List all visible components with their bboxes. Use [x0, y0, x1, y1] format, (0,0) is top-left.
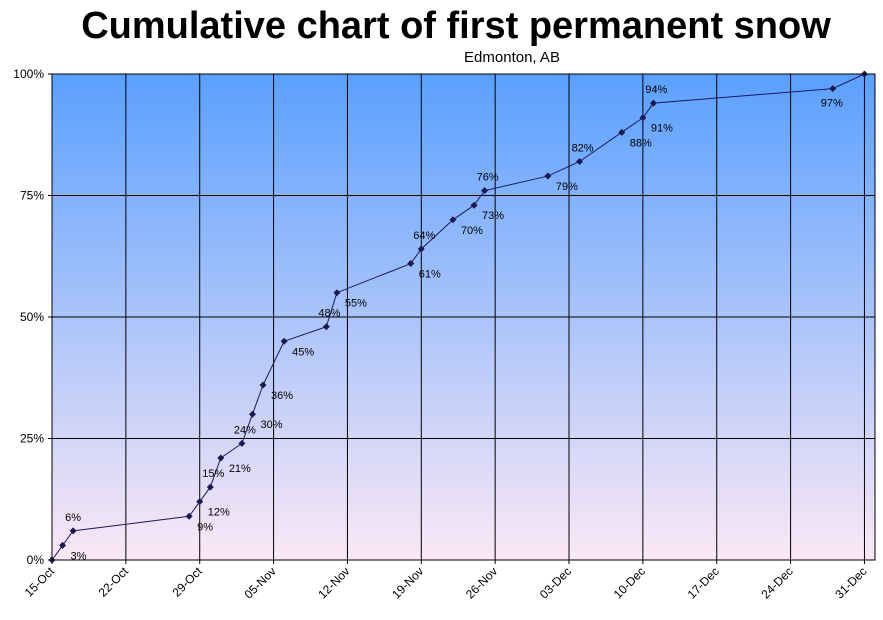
x-tick-label: 22-Oct	[96, 564, 132, 600]
data-point	[259, 381, 267, 389]
data-point	[618, 128, 626, 136]
data-point	[59, 541, 67, 549]
data-point	[196, 498, 204, 506]
data-label: 97%	[821, 98, 843, 110]
data-label: 79%	[556, 181, 578, 193]
data-label: 94%	[645, 84, 667, 96]
plot-border	[51, 73, 876, 561]
y-tick-label: 0%	[27, 553, 45, 567]
data-point	[639, 114, 647, 122]
data-label: 21%	[229, 463, 251, 475]
data-point	[248, 410, 256, 418]
chart-subtitle: Edmonton, AB	[464, 49, 560, 66]
data-point	[322, 323, 330, 331]
data-point	[449, 216, 457, 224]
x-tick-label: 29-Oct	[169, 564, 205, 600]
y-tick-label: 25%	[20, 432, 44, 446]
data-label: 9%	[197, 521, 213, 533]
data-point	[576, 157, 584, 165]
y-tick-label: 100%	[13, 67, 44, 81]
data-label: 64%	[413, 230, 435, 242]
data-label: 61%	[419, 269, 441, 281]
data-label: 70%	[461, 225, 483, 237]
data-label-layer: 3% 6% 9% 12% 15% 21% 24% 30% 36% 45% 48% 55% 61% 64% 7…	[65, 84, 843, 562]
data-label: 88%	[630, 137, 652, 149]
data-point	[238, 439, 246, 447]
data-label: 30%	[260, 419, 282, 431]
data-point	[829, 85, 837, 93]
x-tick-label: 19-Nov	[389, 564, 426, 601]
data-point	[407, 260, 415, 268]
x-axis-ticks: 15-Oct 22-Oct 29-Oct 05-Nov 12-Nov 19-Nov 26-N…	[22, 560, 870, 601]
data-point	[206, 483, 214, 491]
data-point	[280, 337, 288, 345]
data-label: 3%	[71, 550, 87, 562]
x-tick-label: 03-Dec	[537, 564, 574, 601]
data-point	[217, 454, 225, 462]
grid-lines	[51, 73, 875, 561]
data-label: 24%	[234, 424, 256, 436]
x-tick-label: 17-Dec	[685, 564, 722, 601]
data-label: 6%	[65, 512, 81, 524]
data-label: 73%	[482, 210, 504, 222]
data-label: 76%	[477, 172, 499, 184]
x-tick-label: 10-Dec	[611, 564, 648, 601]
data-point	[470, 201, 478, 209]
x-tick-label: 24-Dec	[758, 564, 795, 601]
x-tick-label: 12-Nov	[315, 564, 352, 601]
chart-title: Cumulative chart of first permanent snow	[81, 5, 831, 47]
data-label: 15%	[202, 468, 224, 480]
x-tick-label: 05-Nov	[241, 564, 278, 601]
y-tick-label: 75%	[20, 189, 44, 203]
data-label: 12%	[208, 507, 230, 519]
data-label: 48%	[318, 308, 340, 320]
data-point	[481, 187, 489, 195]
data-label: 82%	[572, 142, 594, 154]
data-point	[185, 512, 193, 520]
data-point	[649, 99, 657, 107]
x-tick-label: 15-Oct	[22, 564, 58, 600]
data-label: 36%	[271, 390, 293, 402]
data-label: 55%	[345, 298, 367, 310]
y-tick-label: 50%	[20, 310, 44, 324]
x-tick-label: 26-Nov	[463, 564, 500, 601]
data-point	[544, 172, 552, 180]
data-label: 91%	[651, 123, 673, 135]
data-point	[69, 527, 77, 535]
marker-layer	[48, 70, 868, 564]
data-point	[333, 289, 341, 297]
x-tick-label: 31-Dec	[832, 564, 869, 601]
y-axis-ticks: 0% 25% 50% 75% 100%	[13, 67, 52, 567]
data-label: 45%	[292, 346, 314, 358]
data-point	[417, 245, 425, 253]
